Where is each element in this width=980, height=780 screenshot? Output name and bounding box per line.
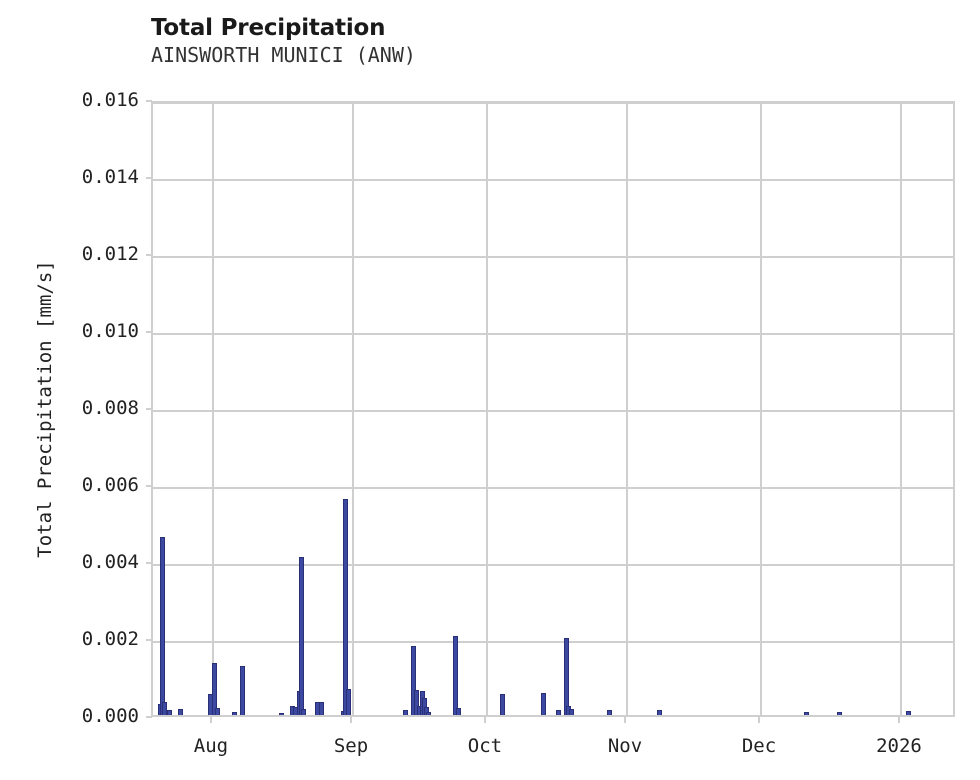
y-tick-label: 0.004 bbox=[81, 551, 139, 573]
y-tick-label: 0.016 bbox=[81, 89, 139, 111]
y-tick-mark bbox=[146, 331, 152, 333]
gridline-vertical bbox=[485, 103, 488, 715]
bar bbox=[804, 711, 809, 715]
bar bbox=[301, 708, 307, 715]
bar bbox=[413, 689, 419, 715]
bar bbox=[342, 499, 348, 715]
y-tick-label: 0.008 bbox=[81, 397, 139, 419]
bar bbox=[568, 708, 574, 715]
title-block: Total Precipitation AINSWORTH MUNICI (AN… bbox=[151, 14, 851, 69]
y-tick-mark bbox=[146, 408, 152, 410]
x-tick-label: 2026 bbox=[876, 735, 922, 757]
bar bbox=[214, 707, 220, 715]
bar bbox=[278, 712, 284, 715]
gridline-horizontal bbox=[153, 487, 953, 489]
bar bbox=[500, 693, 506, 715]
x-tick-mark bbox=[483, 717, 486, 723]
y-tick-label: 0.000 bbox=[81, 705, 139, 727]
x-tick-label: Sep bbox=[333, 735, 369, 757]
y-tick-mark bbox=[146, 716, 152, 718]
x-tick-label: Aug bbox=[193, 735, 229, 757]
x-tick-mark bbox=[897, 717, 900, 723]
bar bbox=[452, 636, 458, 715]
gridline-horizontal bbox=[153, 410, 953, 412]
y-tick-mark bbox=[146, 485, 152, 487]
x-tick-mark bbox=[209, 717, 212, 723]
bar bbox=[166, 710, 172, 715]
y-tick-label: 0.010 bbox=[81, 320, 139, 342]
bar bbox=[162, 701, 167, 715]
y-axis-tick-labels: 0.000 0.002 0.004 0.006 0.008 0.010 0.012 0.014… bbox=[0, 0, 139, 780]
plot-inner bbox=[153, 103, 953, 715]
bar bbox=[212, 663, 218, 715]
x-tick-label: Oct bbox=[467, 735, 503, 757]
bar bbox=[299, 557, 305, 715]
gridline-horizontal bbox=[153, 641, 953, 643]
y-tick-mark bbox=[146, 177, 152, 179]
y-tick-mark bbox=[146, 100, 152, 102]
bar bbox=[836, 711, 842, 715]
bar bbox=[178, 708, 183, 715]
x-tick-mark bbox=[350, 717, 353, 723]
bar bbox=[345, 688, 351, 715]
gridline-vertical bbox=[211, 103, 214, 715]
gridline-horizontal bbox=[153, 103, 953, 104]
bar bbox=[402, 710, 408, 715]
gridline-horizontal bbox=[153, 256, 953, 258]
bar bbox=[657, 709, 663, 715]
bar bbox=[905, 711, 911, 715]
y-tick-label: 0.012 bbox=[81, 243, 139, 265]
y-tick-mark bbox=[146, 562, 152, 564]
gridline-vertical bbox=[899, 103, 902, 715]
bar bbox=[555, 710, 561, 715]
bar bbox=[607, 710, 613, 715]
bar bbox=[425, 711, 431, 715]
y-tick-mark bbox=[146, 254, 152, 256]
y-tick-label: 0.002 bbox=[81, 628, 139, 650]
x-tick-mark bbox=[624, 717, 627, 723]
x-tick-label: Nov bbox=[607, 735, 643, 757]
bar bbox=[160, 537, 165, 715]
y-tick-label: 0.006 bbox=[81, 474, 139, 496]
x-tick-mark bbox=[757, 717, 760, 723]
gridline-vertical bbox=[352, 103, 355, 715]
gridline-horizontal bbox=[153, 564, 953, 566]
bar bbox=[564, 638, 569, 715]
x-tick-label: Dec bbox=[741, 735, 777, 757]
y-tick-label: 0.014 bbox=[81, 166, 139, 188]
chart-subtitle: AINSWORTH MUNICI (ANW) bbox=[151, 43, 416, 67]
page-title: Total Precipitation bbox=[151, 15, 386, 41]
gridline-vertical bbox=[626, 103, 629, 715]
bar bbox=[232, 711, 238, 715]
bar bbox=[421, 698, 427, 715]
bar bbox=[541, 692, 547, 715]
bar bbox=[423, 707, 429, 715]
gridline-vertical bbox=[759, 103, 762, 715]
plot-area bbox=[151, 101, 955, 717]
bar bbox=[455, 708, 461, 715]
bar bbox=[319, 701, 325, 715]
bar bbox=[240, 665, 245, 715]
y-tick-mark bbox=[146, 639, 152, 641]
gridline-horizontal bbox=[153, 333, 953, 335]
gridline-horizontal bbox=[153, 179, 953, 181]
bar bbox=[410, 646, 416, 715]
